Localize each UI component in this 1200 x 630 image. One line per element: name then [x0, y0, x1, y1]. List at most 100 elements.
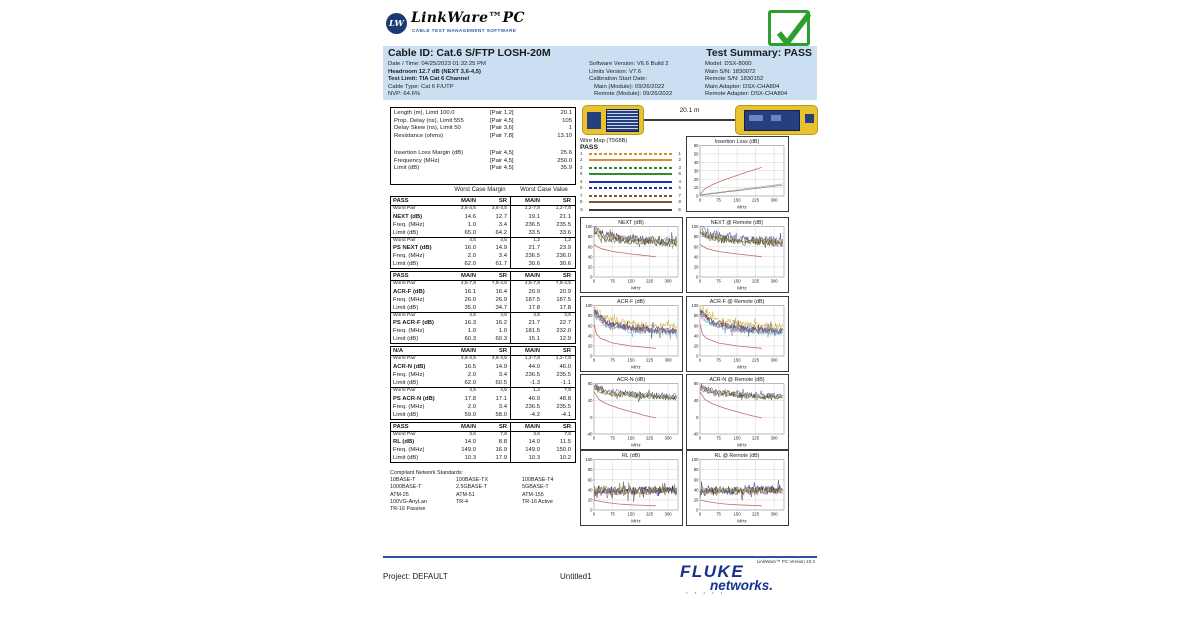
svg-text:150: 150	[734, 279, 742, 284]
results-row-value: -4.1	[560, 411, 571, 418]
results-row-label: Worst Pair	[393, 206, 416, 211]
checkmark-icon	[776, 12, 812, 48]
svg-text:100: 100	[586, 303, 594, 308]
section-status: N/A	[393, 348, 404, 355]
results-row-label: NEXT (dB)	[393, 213, 423, 220]
results-section: N/A MAIN SR MAIN SR Worst Pair 3,6-4,5 3,6-4,5 1…	[390, 346, 576, 420]
standard-item: 100BASE-T4	[522, 477, 554, 484]
results-row-label: Freq. (MHz)	[393, 371, 425, 378]
results-section-header: PASS MAIN SR MAIN SR	[391, 422, 575, 431]
svg-text:40: 40	[694, 254, 699, 259]
wire-number-left: 3	[580, 165, 583, 171]
svg-text:75: 75	[610, 358, 615, 363]
section-status: PASS	[393, 273, 409, 280]
svg-text:75: 75	[716, 358, 721, 363]
header-column-2: Software Version: V6.6 Build 2 Limits Ver…	[589, 61, 672, 99]
svg-text:100: 100	[586, 457, 594, 462]
svg-text:75: 75	[716, 512, 721, 517]
chart-svg: ACR-F @ Remote (dB) 0 20 40 60 80 100 0 75 150 225…	[692, 299, 785, 370]
svg-text:300: 300	[771, 279, 779, 284]
chart-svg: RL (dB) 0 20 40 60 80 100 0 75 150 225 300 MHz	[586, 453, 679, 524]
results-row-value: -1.3	[510, 378, 543, 387]
svg-text:10: 10	[694, 185, 699, 190]
svg-text:60: 60	[588, 244, 593, 249]
svg-text:60: 60	[694, 244, 699, 249]
svg-text:RL @ Remote (dB): RL @ Remote (dB)	[715, 453, 760, 459]
results-row-value: 16.9	[495, 447, 507, 454]
summary-row: Insertion Loss Margin (dB) [Pair 4,5] 25.6	[394, 150, 572, 158]
results-row-label: Freq. (MHz)	[393, 253, 425, 260]
svg-text:100: 100	[692, 303, 700, 308]
section-status: PASS	[393, 198, 409, 204]
svg-text:40: 40	[588, 254, 593, 259]
results-row-value: 149.0	[510, 446, 543, 455]
summary-row-label: Length (m), Limit 100.0	[394, 110, 455, 116]
results-row-value: 59.0	[464, 411, 476, 418]
svg-text:40: 40	[694, 333, 699, 338]
header-info-line: Main (Module): 09/26/2022	[594, 83, 665, 90]
svg-text:225: 225	[752, 358, 760, 363]
wire-number-right: 4	[678, 179, 681, 185]
fluke-networks-logo: FLUKE networks. · · · · ·	[680, 563, 810, 597]
wire-number-right: 2	[678, 157, 681, 163]
svg-text:MHz: MHz	[631, 443, 641, 448]
results-row-value: 10.2	[559, 455, 571, 462]
results-row: Limit (dB) 60.3 60.3 15.1 12.9	[391, 335, 575, 344]
svg-text:0: 0	[699, 358, 702, 363]
results-row-value: 17.9	[495, 455, 507, 462]
svg-text:50: 50	[694, 152, 699, 157]
svg-text:225: 225	[752, 279, 760, 284]
test-summary: Test Summary: PASS	[706, 47, 812, 59]
results-row-value: 15.1	[510, 335, 543, 344]
wire-number-right: 7	[678, 193, 681, 199]
results-row-value: 235.5	[556, 221, 571, 228]
summary-row-label: Prop. Delay (ns), Limit 555	[394, 117, 464, 124]
results-row: Limit (dB) 65.0 64.2 33.5 33.6	[391, 228, 575, 237]
results-section: PASS MAIN SR MAIN SR Worst Pair 3,6-4,5 3,6-4,5…	[390, 196, 576, 270]
results-row: Worst Pair 3,6-4,5 3,6-4,5 1,2-7,8 1,2-7,8	[391, 355, 575, 363]
header-info-line: Main Adapter: DSX-CHA804	[705, 83, 780, 90]
svg-text:75: 75	[716, 198, 721, 203]
standards-block: Compliant Network Standards: 10BASE-T 100…	[390, 470, 590, 513]
svg-text:225: 225	[646, 512, 654, 517]
file-name-label: Untitled1	[560, 572, 592, 581]
wire-number-right: 3	[678, 165, 681, 171]
svg-text:MHz: MHz	[631, 365, 641, 370]
results-row-label: Worst Pair	[393, 356, 416, 362]
header-column-1: Date / Time: 04/25/2023 01:32:25 PM Headr…	[388, 61, 486, 99]
tester-side-panel	[587, 112, 601, 129]
results-row: Freq. (MHz) 149.0 16.9 149.0 150.0	[391, 446, 575, 455]
svg-text:225: 225	[646, 279, 654, 284]
results-row-value: 1.0	[467, 328, 476, 335]
svg-text:300: 300	[771, 512, 779, 517]
results-row: Limit (dB) 35.0 34.7 17.8 17.8	[391, 303, 575, 312]
results-row-value: 20.9	[510, 287, 543, 296]
results-row-value: 60.5	[495, 379, 507, 386]
svg-text:20: 20	[694, 265, 699, 270]
header-info-line: Remote (Module): 09/26/2022	[594, 91, 673, 98]
results-row-label: Worst Pair	[393, 312, 416, 318]
wire-map-status: PASS	[580, 144, 599, 151]
summary-row-label: Limit (dB)	[394, 165, 420, 172]
remote-screen	[744, 110, 800, 131]
summary-row: Length (m), Limit 100.0 [Pair 1,2] 20.1	[394, 110, 572, 118]
results-row: Freq. (MHz) 2.0 3.4 236.5 235.5	[391, 402, 575, 411]
svg-text:ACR-N (dB): ACR-N (dB)	[617, 377, 645, 383]
svg-text:40: 40	[694, 398, 699, 403]
svg-text:150: 150	[734, 512, 742, 517]
header-info-line: Cable Type: Cat 6 F/UTP	[388, 83, 454, 90]
results-row-value: 4,5	[469, 312, 476, 318]
results-row: Worst Pair 4,5 4,5 4,5 3,6	[391, 311, 575, 320]
svg-text:0: 0	[593, 512, 596, 517]
results-row-value: 12.7	[495, 213, 507, 220]
results-row-value: 4,5	[500, 387, 507, 393]
column-header: MAIN	[460, 423, 476, 430]
summary-row-label: Resistance (ohms)	[394, 133, 444, 140]
column-header: SR	[562, 198, 571, 204]
results-row-value: 14.6	[464, 213, 476, 220]
chart-rl-db: RL (dB) 0 20 40 60 80 100 0 75 150 225 300 MHz	[580, 450, 683, 526]
svg-text:NEXT @ Remote (dB): NEXT @ Remote (dB)	[711, 220, 764, 226]
results-row-value: 149.0	[461, 447, 476, 454]
svg-text:RL (dB): RL (dB)	[622, 453, 640, 459]
